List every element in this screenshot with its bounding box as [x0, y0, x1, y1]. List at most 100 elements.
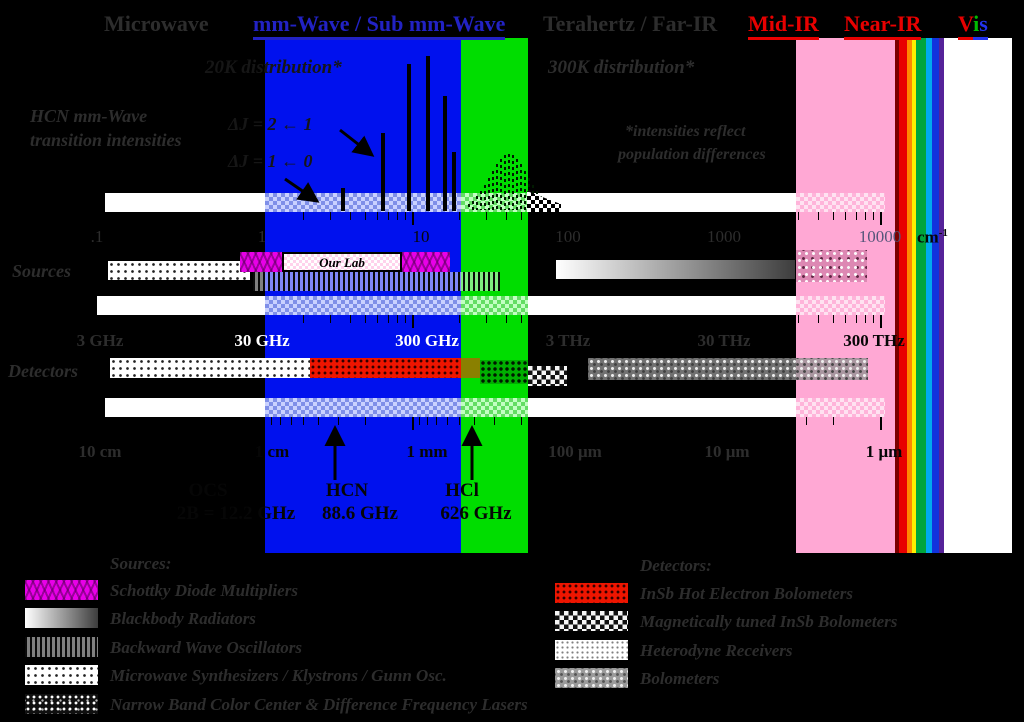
- frequency-tick-label: 3 THz: [545, 331, 591, 350]
- near-ir-white-band: [944, 38, 1012, 553]
- minor-tick: [845, 315, 847, 323]
- minor-tick: [798, 315, 800, 323]
- minor-tick: [221, 315, 223, 323]
- source-bar-blackbody-radiators: [556, 260, 795, 279]
- major-tick: [412, 417, 414, 430]
- minor-tick: [330, 315, 332, 323]
- minor-tick: [505, 315, 507, 323]
- source-bar-microwave-synthesizers: [108, 261, 250, 280]
- minor-tick: [458, 212, 460, 220]
- minor-tick: [349, 212, 351, 220]
- frequency-bar: [528, 296, 796, 315]
- minor-tick: [209, 315, 211, 323]
- minor-tick: [758, 417, 760, 425]
- minor-tick: [162, 417, 164, 425]
- minor-tick: [677, 417, 679, 425]
- label-intensities-2: population differences: [618, 146, 766, 163]
- minor-tick: [193, 315, 195, 323]
- wavelength-tick-label: 10 cm: [78, 442, 122, 461]
- legend-swatch-blackbody: [25, 608, 98, 628]
- minor-tick: [521, 212, 523, 220]
- frequency-tick-label: 300 THz: [843, 331, 905, 350]
- minor-tick: [845, 212, 847, 220]
- minor-tick: [302, 315, 304, 323]
- minor-tick: [427, 417, 429, 425]
- molecule-ocs-freq: 2B = 12.2 GHz: [176, 503, 296, 524]
- minor-tick: [614, 417, 616, 425]
- legend-swatch-synthesizers: [25, 665, 98, 685]
- major-tick: [568, 212, 570, 225]
- source-bar-backward-wave-oscillators: [253, 272, 500, 291]
- minor-tick: [107, 417, 109, 425]
- minor-tick: [493, 417, 495, 425]
- minor-tick: [770, 315, 772, 323]
- wavelength-tick-label: 100 μm: [548, 442, 602, 461]
- minor-tick: [855, 212, 857, 220]
- major-tick: [100, 212, 102, 225]
- wavenumber-ticks: [0, 212, 1024, 227]
- minor-tick: [396, 212, 398, 220]
- major-tick: [412, 212, 414, 225]
- minor-tick: [552, 315, 554, 323]
- minor-tick: [419, 417, 421, 425]
- wavenumber-bar: [265, 193, 461, 212]
- frequency-ticks: [0, 315, 1024, 330]
- legend-label-bwo: Backward Wave Oscillators: [110, 638, 303, 657]
- wavenumber-tick-label: .1: [90, 227, 104, 246]
- minor-tick: [115, 417, 117, 425]
- minor-tick: [387, 212, 389, 220]
- label-300k-distribution: 300K distribution*: [548, 57, 695, 78]
- header-vis: Vis: [958, 11, 988, 40]
- minor-tick: [552, 212, 554, 220]
- minor-tick: [642, 212, 644, 220]
- minor-tick: [798, 212, 800, 220]
- molecule-hcl-freq: 626 GHz: [440, 503, 512, 524]
- wavelength-tick-label: 1 μm: [865, 442, 903, 461]
- label-dj-2-1: ΔJ = 2 ← 1: [228, 114, 313, 134]
- minor-tick: [146, 417, 148, 425]
- minor-tick: [174, 315, 176, 323]
- wavenumber-tick-label: 10: [412, 227, 430, 246]
- major-tick: [880, 212, 882, 225]
- minor-tick: [699, 212, 701, 220]
- legend-swatch-heterodyne: [555, 640, 628, 660]
- major-tick: [880, 417, 882, 430]
- label-intensities-1: *intensities reflect: [625, 123, 746, 140]
- wavelength-bar: [528, 398, 796, 417]
- minor-tick: [134, 417, 136, 425]
- our-lab-box: Our Lab: [282, 252, 402, 272]
- minor-tick: [349, 315, 351, 323]
- minor-tick: [486, 212, 488, 220]
- minor-tick: [146, 212, 148, 220]
- molecule-ocs-name: OCS: [188, 480, 228, 501]
- minor-tick: [387, 315, 389, 323]
- minor-tick: [649, 417, 651, 425]
- minor-tick: [699, 315, 701, 323]
- detector-bar-heterodyne-receivers: [110, 358, 310, 378]
- legend-detectors-title: Detectors:: [640, 556, 712, 575]
- frequency-bar: [796, 296, 885, 315]
- minor-tick: [716, 315, 718, 323]
- major-tick: [724, 315, 726, 328]
- minor-tick: [240, 212, 242, 220]
- wavelength-bar: [796, 398, 885, 417]
- midir-pink-band: [796, 38, 895, 553]
- major-tick: [256, 315, 258, 328]
- legend-swatch-bwo: [25, 637, 98, 657]
- wavenumber-bar: [796, 193, 885, 212]
- minor-tick: [833, 417, 835, 425]
- detector-bar-overlap: [461, 358, 480, 378]
- legend-label-schottky: Schottky Diode Multipliers: [110, 581, 298, 600]
- major-tick: [880, 315, 882, 328]
- wavenumber-unit: cm-1: [917, 227, 948, 247]
- minor-tick: [231, 315, 233, 323]
- minor-tick: [602, 417, 604, 425]
- header-mmwave: mm-Wave / Sub mm-Wave: [253, 11, 506, 40]
- vis-s: s: [979, 11, 988, 36]
- minor-tick: [302, 212, 304, 220]
- minor-tick: [124, 417, 126, 425]
- minor-tick: [146, 315, 148, 323]
- minor-tick: [583, 417, 585, 425]
- minor-tick: [209, 417, 211, 425]
- detectors-row-label: Detectors: [8, 361, 78, 381]
